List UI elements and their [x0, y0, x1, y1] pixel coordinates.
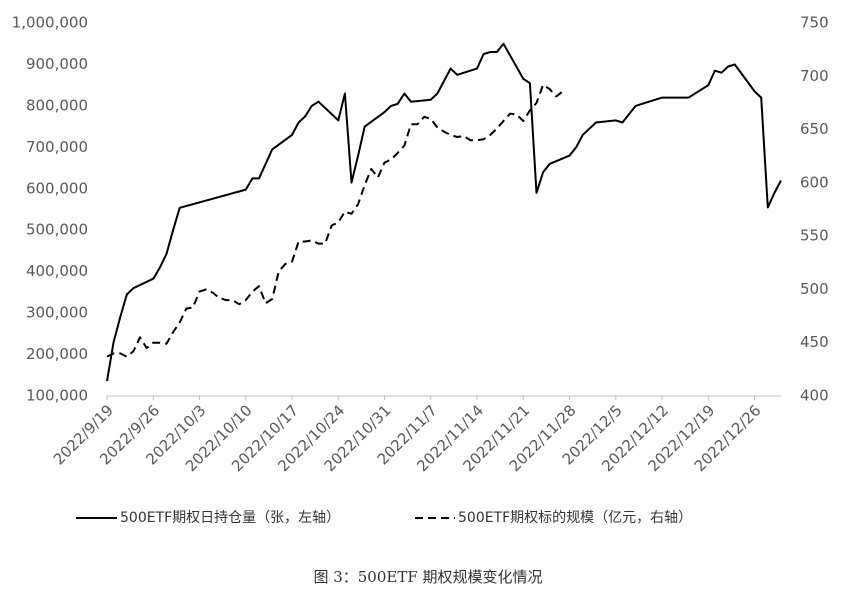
y-tick-label: 900,000 [26, 55, 88, 73]
series-line [106, 42, 782, 382]
legend-label: 500ETF期权日持仓量（张，左轴） [120, 510, 340, 526]
y-tick-label: 200,000 [26, 345, 88, 363]
y2-tick-label: 500 [800, 280, 829, 298]
y-tick-label: 1,000,000 [12, 14, 88, 32]
y-tick-label: 700,000 [26, 138, 88, 156]
y2-tick-label: 700 [800, 67, 829, 85]
y-tick-label: 600,000 [26, 179, 88, 197]
y-tick-label: 100,000 [26, 387, 88, 405]
y2-tick-label: 450 [800, 333, 829, 351]
y2-tick-label: 650 [800, 120, 829, 138]
caption: 图 3：500ETF 期权规模变化情况 [313, 568, 542, 586]
y2-tick-label: 600 [800, 173, 829, 191]
y2-tick-label: 550 [800, 227, 829, 245]
y2-tick-label: 400 [800, 387, 829, 405]
y-tick-label: 500,000 [26, 221, 88, 239]
y-tick-label: 400,000 [26, 262, 88, 280]
y-tick-label: 300,000 [26, 304, 88, 322]
legend-label: 500ETF期权标的规模（亿元，右轴） [458, 510, 692, 526]
y2-tick-label: 750 [800, 14, 829, 32]
y-tick-label: 800,000 [26, 96, 88, 114]
series-line [106, 83, 564, 358]
